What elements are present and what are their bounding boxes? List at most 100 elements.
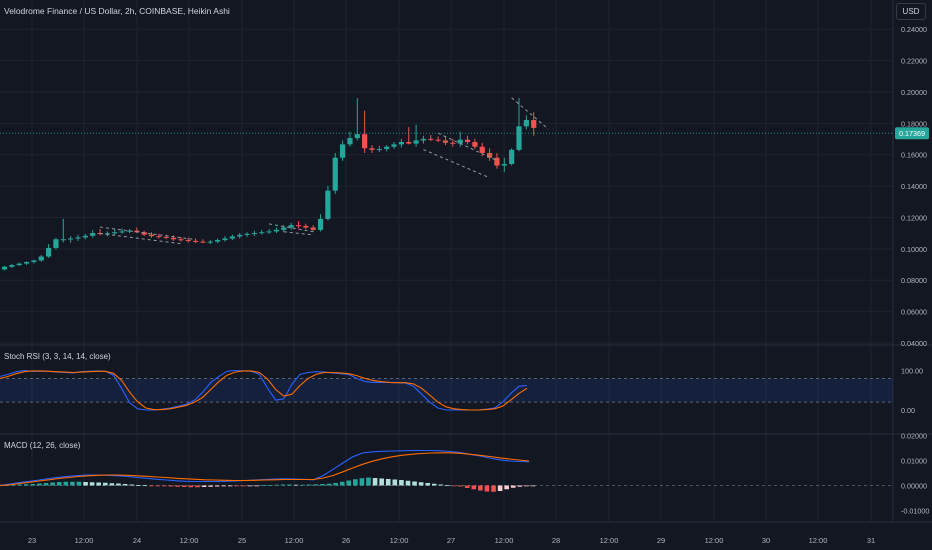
candle-down[interactable]	[97, 229, 103, 236]
candle-up[interactable]	[266, 229, 272, 234]
candle-body	[148, 234, 155, 237]
candle-up[interactable]	[31, 259, 37, 264]
candle-up[interactable]	[1, 265, 8, 271]
candle-up[interactable]	[347, 131, 353, 147]
candle-down[interactable]	[156, 233, 162, 239]
candle-down[interactable]	[442, 137, 449, 146]
candle-up[interactable]	[317, 214, 324, 232]
candle-up[interactable]	[376, 145, 382, 153]
candle-up[interactable]	[259, 229, 265, 235]
candle-body	[494, 157, 500, 166]
candle-up[interactable]	[391, 142, 397, 150]
pattern-line	[283, 231, 314, 236]
candle-down[interactable]	[450, 138, 456, 147]
candle-up[interactable]	[104, 231, 110, 237]
candle-down[interactable]	[369, 145, 375, 153]
candle-up[interactable]	[509, 148, 515, 166]
candle-up[interactable]	[82, 233, 88, 240]
candle-up[interactable]	[60, 218, 66, 243]
candle-down[interactable]	[148, 232, 155, 238]
candle-body	[222, 238, 228, 241]
candle-up[interactable]	[229, 234, 235, 241]
stoch-band-fill	[0, 378, 893, 403]
candle-up[interactable]	[90, 229, 96, 238]
candle-down[interactable]	[295, 221, 302, 229]
candle-up[interactable]	[23, 261, 30, 266]
candle-up[interactable]	[332, 152, 338, 194]
candle-body	[406, 142, 412, 144]
candle-down[interactable]	[428, 134, 434, 142]
candle-up[interactable]	[38, 254, 44, 262]
candle-down[interactable]	[464, 135, 471, 145]
pattern-line	[269, 223, 314, 233]
candle-up[interactable]	[398, 138, 404, 148]
candle-up[interactable]	[68, 236, 74, 243]
candle-down[interactable]	[141, 230, 147, 237]
candle-up[interactable]	[119, 228, 125, 234]
candle-body	[1, 266, 8, 270]
macd-histogram-bar	[379, 478, 384, 486]
currency-button[interactable]: USD	[896, 3, 926, 20]
candle-up[interactable]	[354, 98, 360, 141]
candle-up[interactable]	[325, 185, 331, 221]
macd-title[interactable]: MACD (12, 26, close)	[4, 441, 81, 450]
candle-down[interactable]	[200, 239, 206, 244]
candle-up[interactable]	[523, 115, 529, 130]
candle-up[interactable]	[251, 230, 257, 237]
stoch-rsi-title[interactable]: Stoch RSI (3, 3, 14, 14, close)	[4, 352, 111, 361]
time-tick-label: 26	[342, 536, 350, 545]
macd-histogram-bar	[135, 485, 141, 486]
candle-up[interactable]	[288, 222, 294, 230]
pane-separators	[0, 0, 932, 523]
macd-histogram-bar	[155, 485, 161, 487]
macd-histogram-bar	[504, 485, 509, 490]
pattern-line	[423, 149, 490, 179]
candle-down[interactable]	[406, 127, 412, 145]
candle-up[interactable]	[75, 234, 81, 241]
candle-up[interactable]	[46, 243, 52, 258]
macd-histogram-bar	[353, 479, 358, 486]
candle-up[interactable]	[501, 157, 507, 172]
candle-up[interactable]	[457, 131, 463, 147]
price-tick-label: 0.14000	[901, 182, 927, 191]
candle-up[interactable]	[53, 237, 59, 250]
macd-histogram-bar	[56, 482, 62, 486]
candle-body	[273, 229, 280, 232]
candle-down[interactable]	[362, 110, 368, 153]
candle-up[interactable]	[16, 262, 22, 266]
candle-down[interactable]	[472, 138, 478, 150]
macd-histogram-bar	[181, 485, 187, 487]
candle-down[interactable]	[310, 225, 316, 232]
macd-histogram-bar	[168, 485, 174, 487]
candle-down[interactable]	[494, 152, 500, 169]
candle-up[interactable]	[237, 233, 243, 239]
candle-up[interactable]	[413, 124, 419, 147]
macd-histogram-bar	[17, 484, 23, 486]
candle-up[interactable]	[215, 238, 221, 244]
candle-up[interactable]	[340, 140, 346, 161]
candle-down[interactable]	[178, 236, 184, 242]
candle-up[interactable]	[126, 229, 133, 234]
candle-down[interactable]	[185, 237, 191, 243]
candle-up[interactable]	[420, 135, 427, 144]
candle-down[interactable]	[303, 223, 309, 230]
candle-body	[53, 239, 59, 248]
candle-up[interactable]	[516, 98, 522, 152]
candle-up[interactable]	[9, 264, 15, 268]
last-price-badge	[895, 127, 929, 140]
candle-down[interactable]	[435, 136, 441, 143]
time-tick-label: 23	[28, 536, 36, 545]
candle-body	[23, 262, 30, 264]
candle-up[interactable]	[244, 232, 250, 237]
time-tick-label: 12:00	[75, 536, 94, 545]
candle-up[interactable]	[207, 240, 213, 244]
candle-up[interactable]	[222, 236, 228, 242]
candle-down[interactable]	[487, 148, 493, 161]
candle-down[interactable]	[531, 112, 537, 136]
macd-histogram-bar	[346, 480, 352, 486]
candle-up[interactable]	[273, 227, 280, 234]
candle-up[interactable]	[384, 145, 390, 152]
candle-up[interactable]	[112, 229, 118, 235]
time-tick-label: 12:00	[495, 536, 514, 545]
